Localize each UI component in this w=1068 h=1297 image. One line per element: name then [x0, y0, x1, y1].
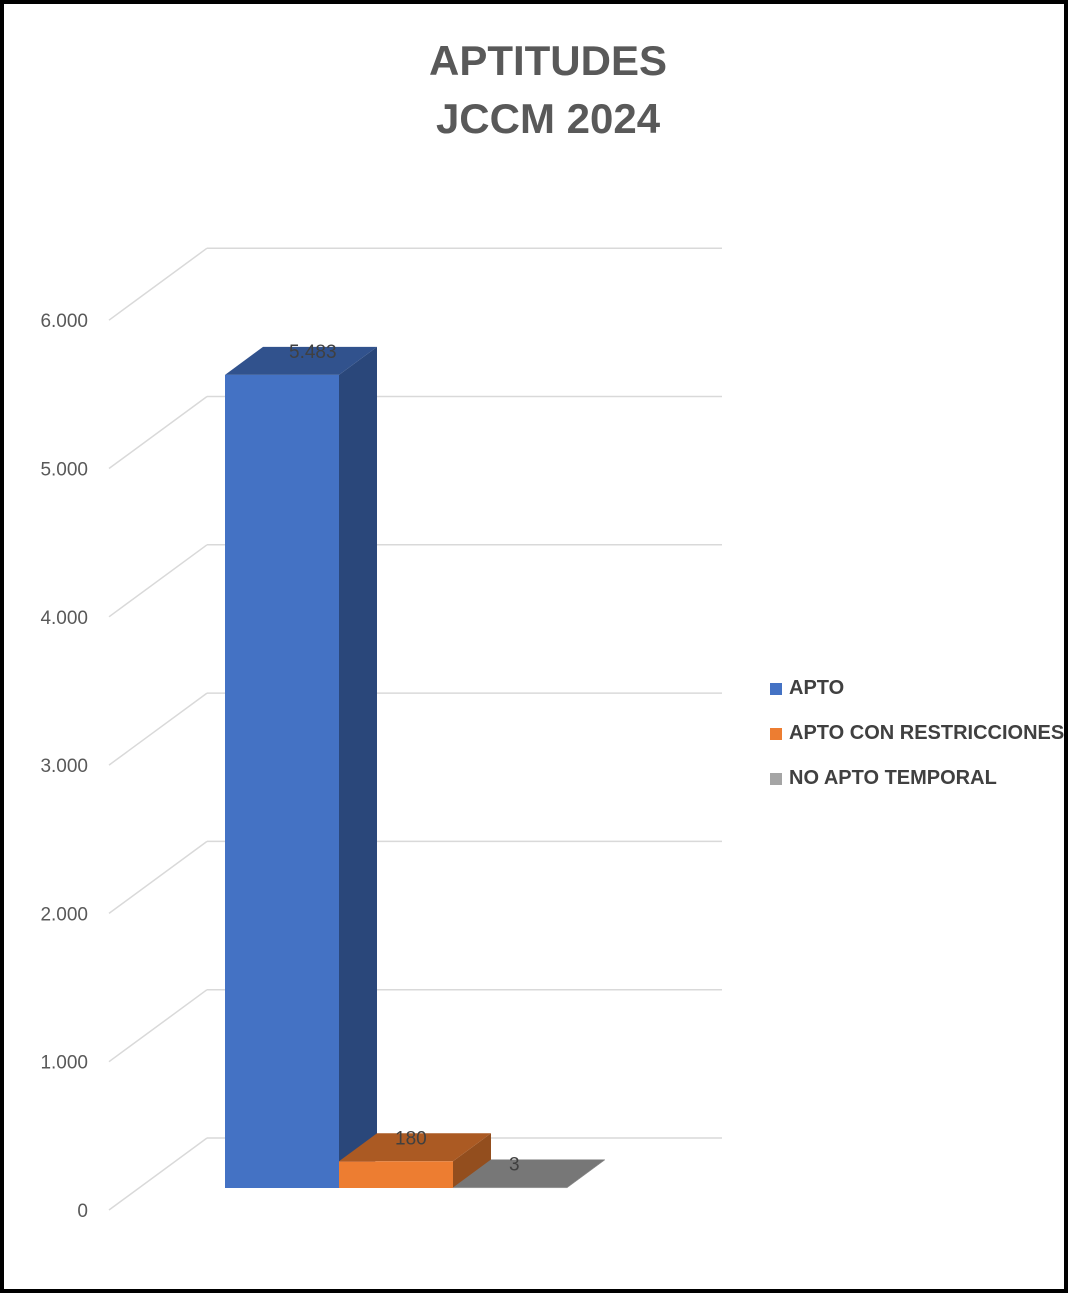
y-tick-label: 6.000 [40, 311, 88, 332]
bar-top-2 [453, 1159, 605, 1188]
y-tick-label: 0 [77, 1201, 88, 1222]
bar-side-1 [453, 1133, 491, 1188]
data-label-2: 3 [509, 1155, 520, 1176]
legend: APTO APTO CON RESTRICCIONES NO APTO TEMP… [770, 666, 1064, 801]
bar-0 [225, 374, 339, 1188]
data-label-0: 5.483 [289, 342, 337, 363]
side-grid-2 [108, 840, 208, 915]
bar-2 [453, 1187, 567, 1189]
legend-swatch-apto-con-restricciones [770, 727, 782, 740]
legend-label-apto-con-restricciones: APTO CON RESTRICCIONES [789, 722, 1065, 744]
chart-title-line-1: APTITUDES [428, 37, 667, 84]
bar-side-0 [339, 346, 377, 1188]
side-grid-1 [108, 989, 208, 1063]
side-grid-6 [108, 247, 208, 321]
legend-swatch-apto [770, 682, 782, 695]
legend-item-no-apto-temporal: NO APTO TEMPORAL [770, 756, 1064, 801]
legend-label-apto: APTO [789, 677, 845, 699]
chart-title-line-2: JCCM 2024 [435, 95, 661, 142]
bar-top-0 [225, 346, 377, 375]
y-tick-label: 2.000 [40, 904, 88, 925]
legend-swatch-no-apto-temporal [770, 772, 782, 785]
side-grid-5 [108, 395, 208, 470]
bar-top-1 [339, 1133, 491, 1162]
bar-side-2 [567, 1159, 605, 1188]
side-grid-4 [108, 544, 208, 618]
y-tick-label: 4.000 [40, 608, 88, 629]
bar-1 [339, 1161, 453, 1188]
y-tick-label: 5.000 [40, 460, 88, 481]
data-label-1: 180 [395, 1128, 427, 1149]
chart-title: APTITUDES JCCM 2024 [4, 32, 1068, 148]
y-tick-label: 1.000 [40, 1053, 88, 1074]
legend-item-apto: APTO [770, 666, 1064, 711]
plot-area: 0 1.000 2.000 3.000 4.000 5.000 6.000 5.483 180 3 [40, 247, 722, 1222]
legend-label-no-apto-temporal: NO APTO TEMPORAL [789, 767, 997, 789]
side-grid-3 [108, 692, 208, 766]
side-grid-0 [108, 1137, 208, 1211]
y-tick-label: 3.000 [40, 756, 88, 777]
legend-item-apto-con-restricciones: APTO CON RESTRICCIONES [770, 711, 1064, 756]
